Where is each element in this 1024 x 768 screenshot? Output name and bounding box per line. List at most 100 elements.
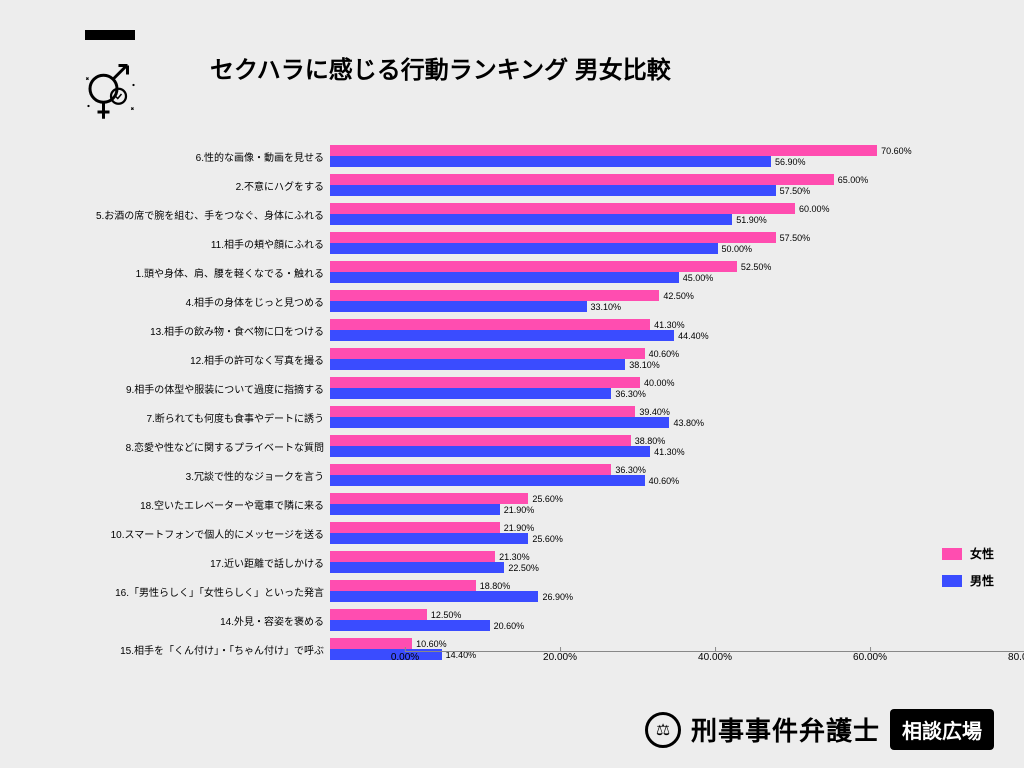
bar-female: 42.50% <box>330 290 955 301</box>
bar-female: 40.60% <box>330 348 955 359</box>
bar-female-value: 52.50% <box>741 262 772 272</box>
page-title: セクハラに感じる行動ランキング 男女比較 <box>210 50 671 85</box>
bar-male-value: 25.60% <box>532 534 563 544</box>
bar-male: 51.90% <box>330 214 955 225</box>
bar-male-value: 22.50% <box>508 563 539 573</box>
footer-box: 相談広場 <box>890 709 994 750</box>
x-tick: 60.00% <box>853 652 887 663</box>
x-tick: 20.00% <box>543 652 577 663</box>
bar-male: 25.60% <box>330 533 955 544</box>
bar-male-value: 56.90% <box>775 157 806 167</box>
row-label: 3.冗談で性的なジョークを言う <box>75 472 330 483</box>
chart-row: 11.相手の頬や顔にふれる 57.50% 50.00% <box>75 232 955 259</box>
x-tick: 0.00% <box>391 652 419 663</box>
chart-row: 1.頭や身体、肩、腰を軽くなでる・触れる 52.50% 45.00% <box>75 261 955 288</box>
bar-male-value: 36.30% <box>615 389 646 399</box>
row-label: 10.スマートフォンで個人的にメッセージを送る <box>75 530 330 541</box>
gender-icon <box>75 55 150 130</box>
row-label: 11.相手の頬や顔にふれる <box>75 240 330 251</box>
bar-female-value: 57.50% <box>780 233 811 243</box>
bar-female-value: 39.40% <box>639 407 670 417</box>
chart-row: 2.不意にハグをする 65.00% 57.50% <box>75 174 955 201</box>
bar-male: 21.90% <box>330 504 955 515</box>
row-label: 2.不意にハグをする <box>75 182 330 193</box>
bar-male-value: 21.90% <box>504 505 535 515</box>
bar-male-value: 40.60% <box>649 476 680 486</box>
row-label: 17.近い距離で話しかける <box>75 559 330 570</box>
bar-male: 26.90% <box>330 591 955 602</box>
ranking-chart: 6.性的な画像・動画を見せる 70.60% 56.90% 2.不意にハグをする 65.0… <box>75 145 955 685</box>
row-label: 9.相手の体型や服装について過度に指摘する <box>75 385 330 396</box>
bar-male-value: 20.60% <box>494 621 525 631</box>
footer-brand: 刑事事件弁護士 <box>691 711 880 748</box>
row-label: 15.相手を「くん付け」・「ちゃん付け」で呼ぶ <box>75 646 330 657</box>
bar-female: 39.40% <box>330 406 955 417</box>
chart-row: 14.外見・容姿を褒める12.50%20.60% <box>75 609 955 636</box>
bar-female-value: 60.00% <box>799 204 830 214</box>
bar-male: 45.00% <box>330 272 955 283</box>
bar-female: 36.30% <box>330 464 955 475</box>
chart-row: 13.相手の飲み物・食べ物に口をつける41.30%44.40% <box>75 319 955 346</box>
bar-female-value: 42.50% <box>663 291 694 301</box>
chart-row: 16.「男性らしく」「女性らしく」といった発言18.80%26.90% <box>75 580 955 607</box>
bar-male-value: 38.10% <box>629 360 660 370</box>
bar-female-value: 38.80% <box>635 436 666 446</box>
bar-male: 56.90% <box>330 156 955 167</box>
bar-female: 25.60% <box>330 493 955 504</box>
scales-icon: ⚖ <box>645 712 681 748</box>
bar-female: 40.00% <box>330 377 955 388</box>
bar-male: 43.80% <box>330 417 955 428</box>
bar-female: 10.60% <box>330 638 955 649</box>
row-label: 4.相手の身体をじっと見つめる <box>75 298 330 309</box>
bar-female-value: 12.50% <box>431 610 462 620</box>
bar-male-value: 50.00% <box>722 244 753 254</box>
header-accent-line <box>85 30 135 40</box>
bar-male-value: 57.50% <box>780 186 811 196</box>
bar-female: 38.80% <box>330 435 955 446</box>
bar-female: 12.50% <box>330 609 955 620</box>
chart-row: 4.相手の身体をじっと見つめる 42.50%33.10% <box>75 290 955 317</box>
bar-male: 33.10% <box>330 301 955 312</box>
bar-male: 57.50% <box>330 185 955 196</box>
bar-female-value: 40.00% <box>644 378 675 388</box>
bar-female-value: 18.80% <box>480 581 511 591</box>
bar-female-value: 65.00% <box>838 175 869 185</box>
chart-row: 12.相手の許可なく写真を撮る 40.60%38.10% <box>75 348 955 375</box>
bar-female-value: 21.30% <box>499 552 530 562</box>
bar-male: 50.00% <box>330 243 955 254</box>
bar-male-value: 51.90% <box>736 215 767 225</box>
legend-female: 女性 <box>942 545 994 562</box>
chart-row: 10.スマートフォンで個人的にメッセージを送る21.90%25.60% <box>75 522 955 549</box>
bar-female: 57.50% <box>330 232 955 243</box>
bar-male: 36.30% <box>330 388 955 399</box>
bar-female-value: 10.60% <box>416 639 447 649</box>
row-label: 12.相手の許可なく写真を撮る <box>75 356 330 367</box>
x-tick: 40.00% <box>698 652 732 663</box>
chart-row: 6.性的な画像・動画を見せる 70.60% 56.90% <box>75 145 955 172</box>
chart-row: 7.断られても何度も食事やデートに誘う39.40%43.80% <box>75 406 955 433</box>
bar-female-value: 70.60% <box>881 146 912 156</box>
bar-male: 41.30% <box>330 446 955 457</box>
bar-female-value: 25.60% <box>532 494 563 504</box>
row-label: 1.頭や身体、肩、腰を軽くなでる・触れる <box>75 269 330 280</box>
bar-female-value: 40.60% <box>649 349 680 359</box>
bar-female: 52.50% <box>330 261 955 272</box>
bar-male-value: 26.90% <box>542 592 573 602</box>
bar-male-value: 41.30% <box>654 447 685 457</box>
x-tick: 80.00% <box>1008 652 1024 663</box>
chart-row: 9.相手の体型や服装について過度に指摘する 40.00%36.30% <box>75 377 955 404</box>
bar-male: 22.50% <box>330 562 955 573</box>
bar-female: 65.00% <box>330 174 955 185</box>
bar-male: 38.10% <box>330 359 955 370</box>
bar-male: 40.60% <box>330 475 955 486</box>
row-label: 5.お酒の席で腕を組む、手をつなぐ、身体にふれる <box>75 211 330 222</box>
bar-male-value: 44.40% <box>678 331 709 341</box>
bar-female-value: 36.30% <box>615 465 646 475</box>
bar-female: 21.90% <box>330 522 955 533</box>
bar-male-value: 45.00% <box>683 273 714 283</box>
legend-male: 男性 <box>942 572 994 589</box>
bar-female: 18.80% <box>330 580 955 591</box>
legend: 女性 男性 <box>942 545 994 599</box>
row-label: 6.性的な画像・動画を見せる <box>75 153 330 164</box>
row-label: 8.恋愛や性などに関するプライベートな質問 <box>75 443 330 454</box>
